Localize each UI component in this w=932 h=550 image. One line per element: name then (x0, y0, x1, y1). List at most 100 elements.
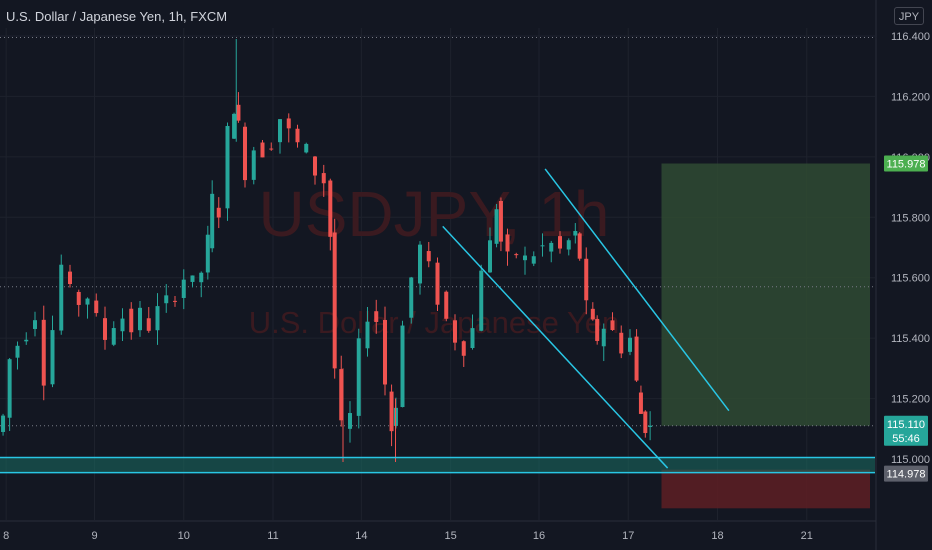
x-tick-label: 9 (91, 530, 97, 542)
y-tick-label: 115.400 (891, 333, 930, 345)
candle-body (129, 308, 134, 333)
watermark-name: U.S. Dollar / Japanese Yen (249, 305, 620, 340)
watermark-symbol: USDJPY, 1h (259, 178, 610, 250)
candle-body (348, 413, 352, 429)
candle-body (328, 180, 333, 237)
candle-body (68, 271, 72, 285)
candle-body (260, 142, 265, 158)
candle-body (619, 332, 624, 354)
y-tick-label: 116.400 (891, 31, 930, 43)
watermark: USDJPY, 1h U.S. Dollar / Japanese Yen (249, 178, 620, 340)
candle-body (295, 128, 300, 143)
target-zone (661, 163, 870, 426)
candle-body (549, 242, 554, 252)
y-tick-label: 116.200 (891, 91, 930, 103)
x-tick-label: 10 (178, 530, 190, 542)
candle-body (566, 240, 571, 250)
candle-body (33, 320, 37, 329)
candle-body (409, 277, 414, 318)
candle-body (7, 359, 12, 418)
candle-body (103, 318, 107, 340)
candle-body (111, 328, 116, 345)
candle-body (418, 244, 422, 284)
candle-body (505, 234, 510, 252)
x-tick-label: 11 (267, 530, 278, 542)
candle-body (269, 148, 274, 150)
candles (1, 39, 653, 463)
candle-body (426, 251, 431, 262)
candle-body (146, 318, 151, 331)
candle-body (514, 254, 519, 256)
price-axis: 116.400116.200116.000115.800115.600115.4… (875, 0, 930, 550)
candle-body (488, 240, 492, 273)
price-badge-text-last-price: 115.110 (887, 419, 925, 431)
price-badge-text-target: 115.978 (887, 159, 926, 171)
candle-body (365, 321, 370, 349)
candle-body (94, 300, 99, 314)
candle-body (236, 104, 241, 121)
candle-body (313, 156, 317, 176)
candle-body (479, 270, 484, 331)
candle-body (400, 325, 405, 408)
candle-body (164, 295, 169, 304)
price-badge-countdown (884, 429, 928, 446)
candle-body (601, 328, 606, 347)
candle-body (461, 341, 466, 356)
candle-body (85, 298, 90, 305)
candle-body (444, 291, 449, 319)
candle-body (332, 232, 337, 369)
candle-body (243, 126, 247, 181)
candle-body (523, 255, 527, 261)
candle-body (199, 272, 204, 283)
candle-body (181, 279, 186, 298)
candle-body (494, 209, 499, 244)
price-badge-last-price (884, 415, 928, 432)
candle-body (251, 150, 256, 180)
candle-body (577, 233, 582, 259)
candle-body (190, 275, 195, 282)
price-badge-stop (884, 465, 928, 482)
candle-body (304, 143, 309, 153)
x-tick-label: 18 (711, 530, 723, 542)
candle-body (374, 311, 379, 322)
candle-body (453, 320, 457, 343)
x-tick-label: 21 (801, 530, 813, 542)
candle-body (531, 256, 536, 264)
candle-body (573, 231, 578, 236)
stop-zone (661, 469, 870, 509)
candle-body (383, 319, 387, 385)
candle-body (638, 392, 643, 414)
candle-body (339, 369, 344, 421)
x-tick-label: 16 (533, 530, 545, 542)
candle-body (498, 200, 503, 242)
candle-body (648, 425, 653, 427)
candle-body (595, 319, 600, 341)
price-badge-target (884, 155, 928, 172)
candle-body (50, 330, 55, 385)
candle-body (41, 319, 46, 386)
candle-body (321, 173, 326, 184)
x-tick-label: 8 (3, 530, 9, 542)
trendline (442, 225, 669, 469)
candle-body (216, 207, 221, 218)
trendline (544, 168, 730, 412)
candle-body (628, 337, 632, 352)
candle-body (120, 318, 125, 332)
candle-body (540, 245, 545, 247)
currency-button[interactable]: JPY (894, 7, 924, 25)
y-tick-label: 115.000 (891, 454, 930, 466)
candle-body (232, 113, 237, 139)
candle-body (470, 328, 475, 349)
candle-body (138, 307, 142, 331)
candle-body (278, 119, 282, 143)
candle-body (558, 236, 562, 249)
candle-body (173, 300, 177, 302)
candle-body (356, 338, 361, 416)
candle-body (634, 336, 639, 381)
candle-body (286, 118, 291, 129)
symbol-title[interactable]: U.S. Dollar / Japanese Yen, 1h, FXCM (6, 9, 228, 24)
time-axis: 8 9 10 11 14 15 16 17 18 21 (0, 520, 876, 542)
candle-body (225, 125, 230, 209)
